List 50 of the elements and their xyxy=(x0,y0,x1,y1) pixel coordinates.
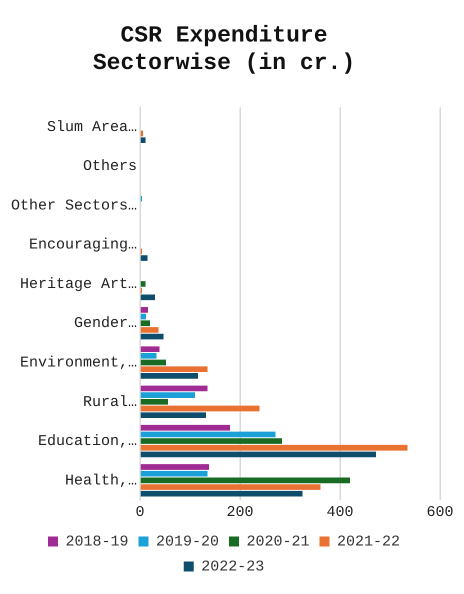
bar xyxy=(140,346,160,352)
legend-label: 2022-23 xyxy=(201,558,264,576)
bar xyxy=(140,373,198,379)
bar xyxy=(140,314,146,320)
bar xyxy=(140,334,164,340)
bar xyxy=(140,478,350,484)
y-tick-label: Health,… xyxy=(65,472,138,490)
legend-label: 2019-20 xyxy=(156,533,220,550)
y-tick-label: Other Sectors… xyxy=(10,197,138,214)
x-tick-label: 600 xyxy=(426,504,454,521)
bar xyxy=(140,130,144,136)
bar xyxy=(140,412,206,418)
bar xyxy=(140,432,276,438)
bar xyxy=(140,490,303,497)
bar xyxy=(140,327,159,333)
x-tick-label: 400 xyxy=(326,504,354,521)
bar xyxy=(140,255,148,261)
bar xyxy=(140,464,210,470)
bar xyxy=(140,281,146,287)
chart-title: CSR Expenditure Sectorwise (in cr.) xyxy=(92,22,356,76)
y-tick-label: Slum Area… xyxy=(47,118,138,136)
y-tick-label: Heritage Art… xyxy=(20,276,138,293)
y-tick-label: Gender… xyxy=(74,315,138,332)
bar xyxy=(140,438,282,444)
bar xyxy=(140,294,156,300)
bar xyxy=(140,392,196,398)
bar xyxy=(140,320,150,326)
bar xyxy=(140,398,168,405)
bar xyxy=(140,470,208,477)
x-tick-label: 200 xyxy=(226,504,254,521)
legend-label: 2018-19 xyxy=(65,533,128,550)
legend-label: 2021-22 xyxy=(337,533,400,550)
y-tick-label: Encouraging… xyxy=(28,236,138,254)
bar xyxy=(140,360,166,366)
y-tick-label: Education,… xyxy=(38,433,138,450)
bar xyxy=(140,406,260,412)
x-tick-label: 0 xyxy=(136,504,145,521)
bar xyxy=(140,353,157,359)
bar xyxy=(140,452,376,458)
y-tick-label: Rural… xyxy=(83,394,138,411)
bar xyxy=(140,137,146,144)
bar xyxy=(140,424,230,431)
legend-label: 2020-21 xyxy=(246,533,310,550)
bar xyxy=(140,366,208,372)
bar xyxy=(140,484,321,490)
y-tick-label: Environment,… xyxy=(20,354,138,372)
y-tick-label: Others xyxy=(83,158,138,176)
bar xyxy=(140,444,408,451)
bar xyxy=(140,386,208,392)
bar xyxy=(140,307,148,313)
